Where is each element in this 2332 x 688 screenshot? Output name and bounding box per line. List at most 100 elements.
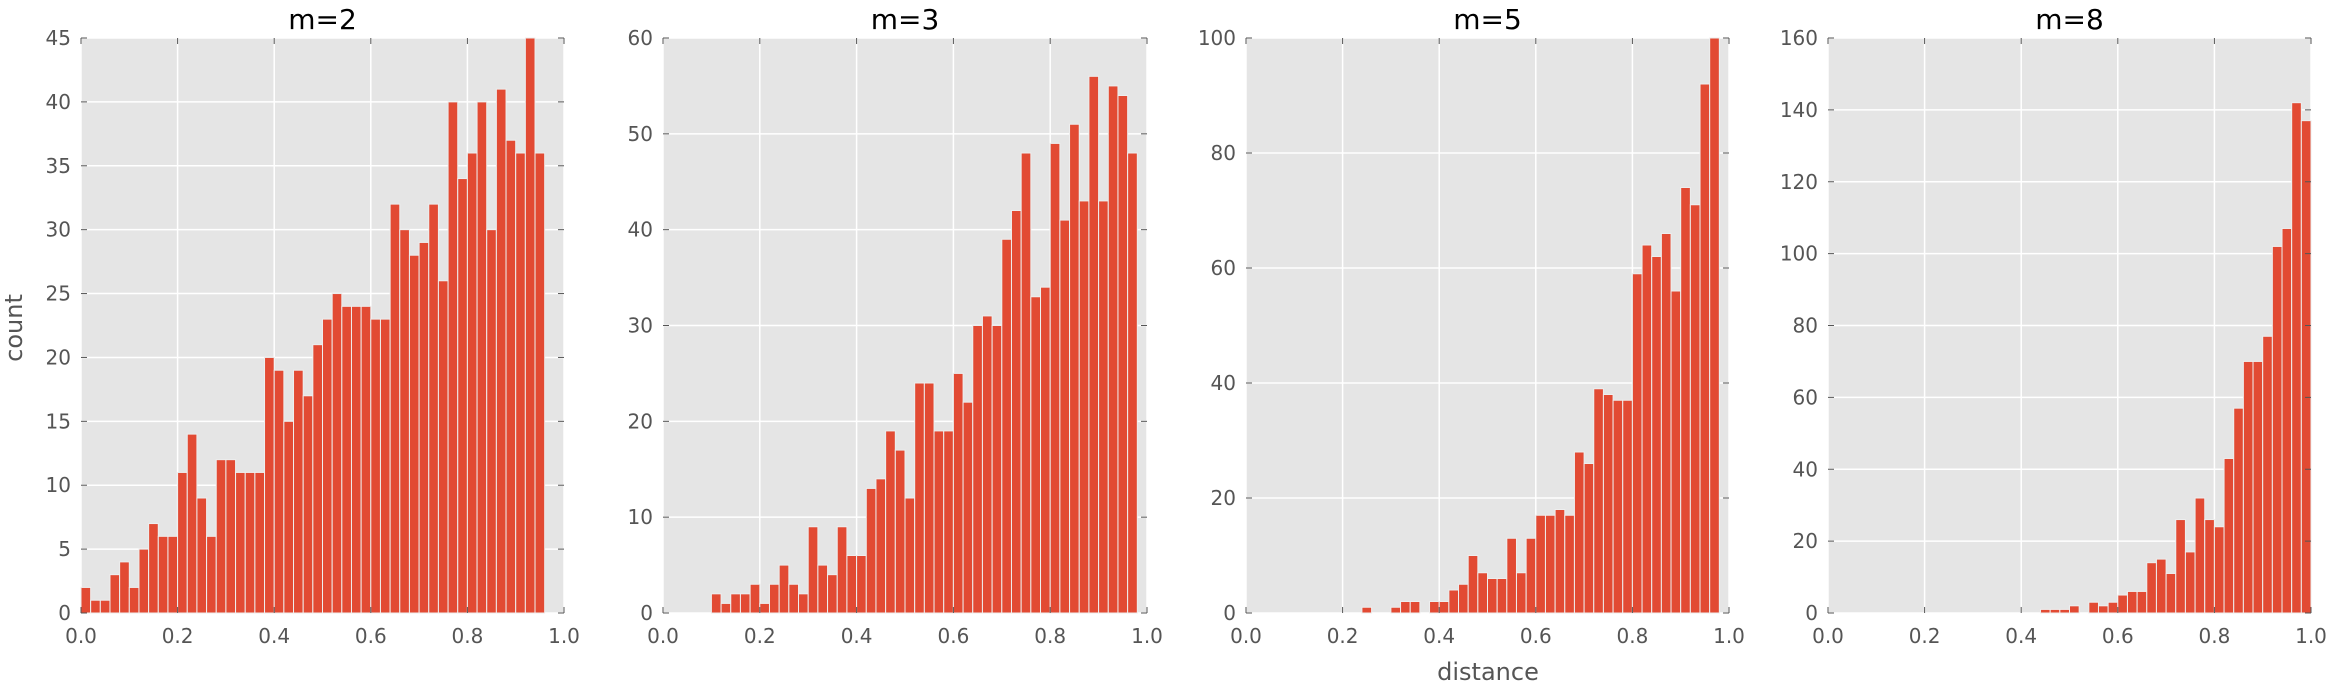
histogram-bar — [312, 344, 323, 614]
histogram-bar — [196, 497, 208, 614]
histogram-bar — [1438, 601, 1450, 614]
x-tick-label: 0.6 — [937, 624, 969, 648]
histogram-bar — [1602, 394, 1614, 614]
histogram-bar — [807, 526, 819, 614]
histogram-bar — [331, 293, 343, 614]
histogram-bar — [2146, 562, 2157, 614]
histogram-bar — [370, 318, 381, 614]
histogram-bar — [1641, 244, 1653, 614]
histogram-bar — [1088, 75, 1100, 614]
histogram-bar — [1030, 296, 1042, 614]
histogram-bar — [827, 574, 838, 614]
histogram-bar — [389, 203, 401, 614]
histogram-bar — [428, 203, 439, 614]
histogram-bar — [1612, 399, 1624, 614]
histogram-bar — [2194, 497, 2206, 614]
histogram-bar — [2204, 519, 2215, 614]
histogram-bar — [749, 583, 761, 614]
histogram-bar — [167, 535, 179, 614]
x-tick-label: 0.0 — [647, 624, 679, 648]
x-tick-label: 0.0 — [1230, 624, 1262, 648]
histogram-bar — [1429, 601, 1440, 614]
x-tick-label: 1.0 — [2295, 624, 2327, 648]
histogram-bar — [2291, 102, 2302, 614]
histogram-bar — [2097, 605, 2109, 614]
y-tick-label: 10 — [46, 473, 71, 497]
x-tick-label: 0.2 — [1909, 624, 1941, 648]
histogram-bar — [293, 369, 304, 614]
histogram-bar — [739, 593, 751, 614]
histogram-bar — [933, 430, 945, 614]
y-tick-label: 30 — [628, 314, 653, 338]
histogram-bar — [1496, 578, 1508, 614]
histogram-bar — [505, 139, 517, 614]
y-tick-label: 20 — [628, 409, 653, 433]
histogram-bar — [1554, 509, 1566, 614]
histogram-bar — [885, 430, 896, 614]
histogram-bar — [1078, 200, 1090, 614]
y-tick-label: 0 — [640, 601, 653, 625]
histogram-bar — [1448, 589, 1460, 614]
panel-title: m=5 — [1453, 3, 1522, 36]
histogram-bar — [1593, 388, 1604, 614]
histogram-bar — [856, 555, 867, 614]
histogram-bar — [1651, 256, 1662, 614]
histogram-bar — [2184, 551, 2196, 614]
x-tick-label: 0.6 — [2102, 624, 2134, 648]
histogram-bar — [524, 37, 536, 614]
histogram-bar — [1107, 85, 1119, 614]
histogram-bar — [128, 586, 140, 614]
y-tick-label: 0 — [1805, 601, 1818, 625]
histogram-bar — [1506, 537, 1517, 614]
histogram-bar — [720, 602, 732, 614]
y-tick-label: 20 — [46, 345, 71, 369]
histogram-bar — [341, 305, 352, 614]
y-tick-label: 45 — [46, 26, 71, 50]
x-tick-label: 0.4 — [2005, 624, 2037, 648]
histogram-bar — [157, 535, 169, 614]
histogram-bar — [2117, 594, 2128, 614]
y-tick-label: 25 — [46, 282, 71, 306]
y-axis-label: count — [0, 294, 28, 362]
x-tick-label: 0.4 — [841, 624, 873, 648]
y-tick-label: 40 — [46, 90, 71, 114]
y-tick-label: 20 — [1793, 529, 1818, 553]
histogram-bar — [1040, 286, 1051, 614]
histogram-bar — [1544, 514, 1556, 614]
histogram-bar — [177, 471, 188, 614]
histogram-bar — [914, 382, 925, 614]
histogram-bar — [515, 152, 526, 614]
x-tick-label: 1.0 — [1713, 624, 1745, 648]
histogram-bar — [904, 497, 916, 614]
histogram-bar — [186, 433, 198, 614]
histogram-bar — [1670, 290, 1682, 614]
histogram-bar — [437, 280, 449, 614]
histogram-bar — [788, 583, 800, 614]
histogram-bar — [1409, 601, 1421, 614]
histogram-bar — [90, 599, 101, 614]
panel-m=2: 0.0 0.2 0.4 0.6 0.8 1.0 0 5 10 15 20 25 30 35 40 45 m=2 — [46, 3, 580, 648]
histogram-bar — [972, 325, 983, 614]
y-tick-label: 0 — [1223, 601, 1236, 625]
histogram-bar — [1631, 273, 1643, 614]
histogram-bar — [2262, 335, 2273, 614]
x-tick-label: 0.8 — [451, 624, 483, 648]
histogram-bar — [981, 315, 993, 614]
histogram-bar — [379, 318, 391, 614]
histogram-bar — [2059, 608, 2071, 614]
histogram-bar — [2049, 608, 2061, 614]
histogram-bar — [962, 401, 974, 614]
y-tick-label: 120 — [1780, 170, 1818, 194]
histogram-bar — [1400, 601, 1411, 614]
histogram-bar — [1117, 95, 1129, 614]
histogram-bar — [759, 602, 770, 614]
histogram-bar — [495, 88, 507, 614]
histogram-bar — [836, 526, 848, 614]
y-tick-label: 20 — [1211, 486, 1236, 510]
histogram-bar — [206, 535, 217, 614]
histogram-bar — [254, 471, 266, 614]
histogram-bar — [2271, 245, 2283, 614]
histogram-bar — [2088, 601, 2099, 614]
histogram-bar — [730, 593, 741, 614]
histogram-bar — [322, 318, 333, 614]
